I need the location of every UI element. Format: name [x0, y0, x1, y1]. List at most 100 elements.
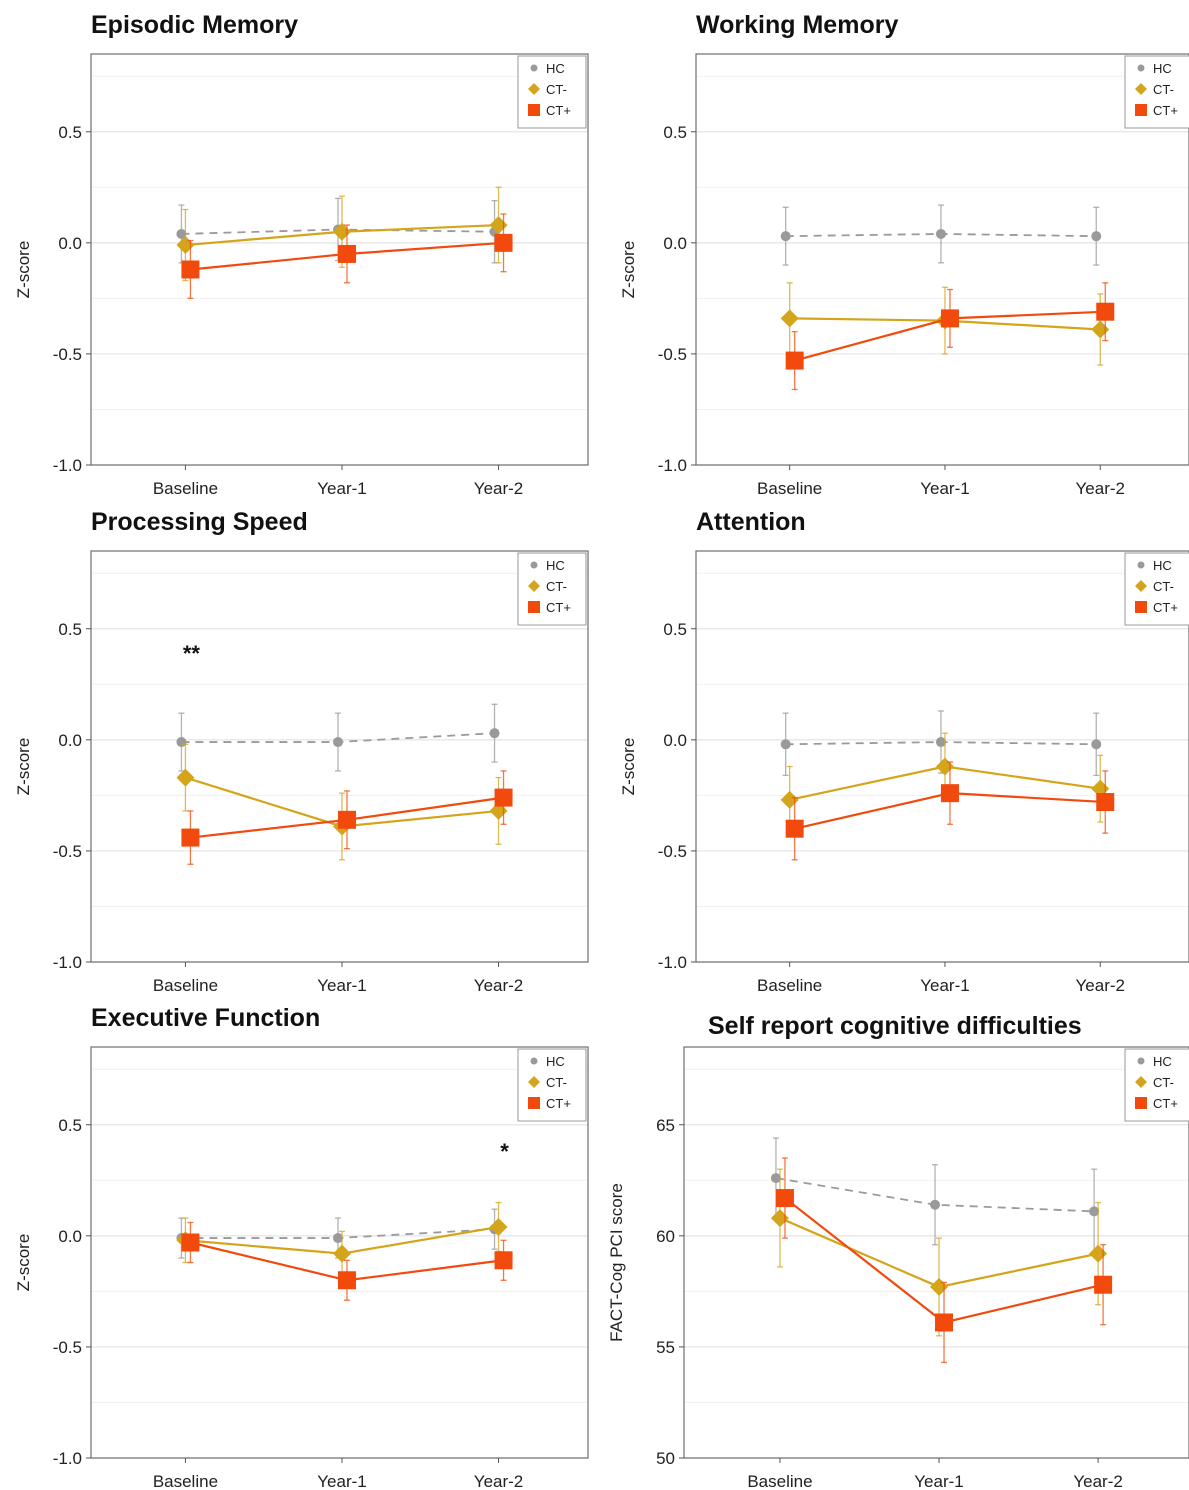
data-point	[332, 737, 343, 748]
data-point	[181, 260, 200, 279]
legend-label: CT+	[1153, 103, 1178, 118]
legend: HC CT- CT+	[517, 552, 587, 626]
panel-background	[696, 54, 1189, 465]
series-CTplus	[785, 282, 1115, 391]
panel-background	[696, 551, 1189, 962]
series-CTplus	[181, 1221, 513, 1301]
data-point	[770, 1173, 781, 1184]
data-point	[494, 788, 513, 807]
panel-1: Working Memory -1.0 -0.5 0.0 0.5 Z-score Basel…	[619, 11, 1189, 498]
legend-marker	[1137, 64, 1145, 72]
panel-title: Attention	[696, 508, 806, 536]
data-point	[181, 828, 200, 847]
legend-label: CT-	[546, 82, 567, 97]
panel-border	[90, 550, 589, 963]
y-axis-label: Z-score	[14, 241, 33, 299]
legend-label: CT+	[546, 600, 571, 615]
panel-3: Attention -1.0 -0.5 0.0 0.5 Z-score Baseline Ye…	[619, 508, 1189, 995]
y-tick-label: 0.5	[663, 620, 687, 639]
panel-5: Self report cognitive difficulties 50 55 60…	[607, 1012, 1189, 1490]
data-point	[1094, 1275, 1113, 1294]
y-tick-label: -1.0	[53, 953, 82, 972]
y-tick-label: 65	[656, 1116, 675, 1135]
data-point	[1096, 793, 1115, 812]
legend-marker	[528, 1076, 540, 1088]
data-point	[176, 228, 187, 239]
y-axis-label: Z-score	[14, 1234, 33, 1292]
legend-marker	[1137, 1057, 1145, 1065]
x-tick-label: Baseline	[757, 479, 822, 498]
panel-border	[90, 53, 589, 466]
legend-label: HC	[546, 1054, 565, 1069]
y-tick-label: -1.0	[53, 456, 82, 475]
legend-label: CT+	[1153, 1096, 1178, 1111]
x-tick-label: Year-2	[474, 976, 523, 995]
x-tick-label: Year-1	[317, 976, 366, 995]
x-tick-label: Year-2	[474, 479, 523, 498]
data-point	[935, 228, 946, 239]
legend-label: CT-	[546, 579, 567, 594]
y-tick-label: -0.5	[53, 1338, 82, 1357]
legend-label: HC	[1153, 61, 1172, 76]
x-tick-label: Year-1	[317, 479, 366, 498]
legend-marker	[528, 104, 540, 116]
legend: HC CT- CT+	[1124, 55, 1189, 129]
panel-background	[91, 551, 588, 962]
data-point	[780, 309, 799, 328]
data-point	[935, 737, 946, 748]
x-tick-label: Year-1	[914, 1472, 963, 1490]
data-point	[1091, 739, 1102, 750]
y-tick-label: -1.0	[658, 456, 687, 475]
panel-0: Episodic Memory -1.0 -0.5 0.0 0.5 Z-score Base…	[14, 11, 589, 498]
y-tick-label: 0.0	[663, 234, 687, 253]
panel-title: Processing Speed	[91, 508, 308, 536]
legend-label: CT-	[1153, 1075, 1174, 1090]
data-point	[775, 1189, 794, 1208]
x-tick-label: Baseline	[153, 1472, 218, 1490]
legend-marker	[528, 580, 540, 592]
data-point	[940, 784, 959, 803]
legend-label: CT+	[546, 1096, 571, 1111]
data-point	[176, 768, 195, 787]
y-tick-label: 0.0	[58, 1227, 82, 1246]
significance-annotation: *	[500, 1139, 509, 1164]
legend-box	[1124, 55, 1189, 129]
legend: HC CT- CT+	[1124, 552, 1189, 626]
legend-marker	[1135, 1076, 1147, 1088]
y-axis-label: Z-score	[619, 738, 638, 796]
data-point	[1089, 1206, 1100, 1217]
panel-title: Self report cognitive difficulties	[708, 1012, 1082, 1040]
x-tick-label: Baseline	[747, 1472, 812, 1490]
panel-border	[695, 53, 1189, 466]
y-tick-label: 0.0	[663, 731, 687, 750]
y-axis-label: Z-score	[14, 738, 33, 796]
data-point	[1096, 302, 1115, 321]
legend-marker	[1135, 83, 1147, 95]
legend-label: CT-	[546, 1075, 567, 1090]
y-tick-label: 0.0	[58, 234, 82, 253]
panel-title: Executive Function	[91, 1004, 320, 1032]
legend: HC CT- CT+	[1124, 1048, 1189, 1122]
y-tick-label: 55	[656, 1338, 675, 1357]
data-point	[780, 739, 791, 750]
y-tick-label: -0.5	[658, 345, 687, 364]
panel-border	[695, 550, 1189, 963]
data-point	[181, 1233, 200, 1252]
data-point	[337, 810, 356, 829]
series-CTplus	[785, 761, 1115, 861]
y-tick-label: 0.5	[58, 1116, 82, 1135]
panel-background	[684, 1047, 1189, 1458]
series-CTplus	[775, 1157, 1113, 1364]
panel-2: Processing Speed -1.0 -0.5 0.0 0.5 Z-score Bas…	[14, 508, 589, 995]
y-axis-label: Z-score	[619, 241, 638, 299]
series-CTplus	[181, 213, 513, 300]
y-axis-label: FACT-Cog PCI score	[607, 1183, 626, 1342]
panel-4: Executive Function -1.0 -0.5 0.0 0.5 Z-score B…	[14, 1004, 589, 1490]
x-tick-label: Year-2	[1076, 479, 1125, 498]
x-tick-label: Baseline	[757, 976, 822, 995]
data-point	[1091, 231, 1102, 242]
legend-label: CT+	[1153, 600, 1178, 615]
y-tick-label: 0.0	[58, 731, 82, 750]
y-tick-label: -0.5	[658, 842, 687, 861]
